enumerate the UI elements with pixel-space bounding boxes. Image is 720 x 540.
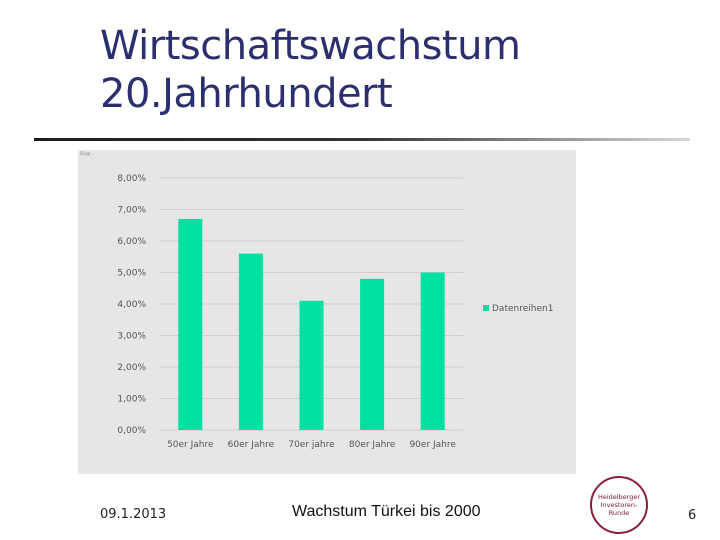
chart-tag: Diagr... bbox=[80, 151, 95, 156]
y-tick-label: 0,00% bbox=[117, 426, 146, 436]
y-tick-label: 7,00% bbox=[117, 206, 146, 216]
logo-text-line-2: Investoren- bbox=[600, 501, 638, 509]
bar-chart-panel: Diagr... 0,00% 1,00% 2,00% 3,00% 4,00% 5,00% 6… bbox=[78, 150, 576, 474]
bar-chart: 0,00% 1,00% 2,00% 3,00% 4,00% 5,00% 6,00% 7,00%… bbox=[117, 174, 553, 450]
y-tick-label: 4,00% bbox=[117, 300, 146, 310]
legend-label: Datenreihen1 bbox=[492, 304, 553, 314]
y-tick-label: 3,00% bbox=[117, 332, 146, 342]
title-line-2: 20.Jahrhundert bbox=[100, 71, 393, 117]
title-line-1: Wirtschaftswachstum bbox=[100, 23, 521, 69]
bar bbox=[420, 272, 445, 430]
bar bbox=[360, 278, 385, 430]
y-tick-label: 1,00% bbox=[117, 395, 146, 405]
logo-text-line-3: Runde bbox=[608, 509, 630, 517]
y-tick-label: 8,00% bbox=[117, 174, 146, 184]
page-number: 6 bbox=[688, 508, 697, 523]
logo-text-line-1: Heidelberger bbox=[597, 493, 641, 501]
y-tick-label: 5,00% bbox=[117, 269, 146, 279]
bar bbox=[178, 218, 203, 430]
bar bbox=[299, 300, 324, 430]
legend-swatch bbox=[483, 305, 489, 311]
x-tick-label: 50er Jahre bbox=[167, 440, 214, 450]
x-tick-label: 60er Jahre bbox=[228, 440, 275, 450]
x-tick-label: 90er Jahre bbox=[409, 440, 456, 450]
logo: Heidelberger Investoren- Runde bbox=[590, 476, 648, 534]
x-tick-label: 70er jahre bbox=[288, 440, 335, 450]
y-tick-label: 2,00% bbox=[117, 363, 146, 373]
footer-caption: Wachstum Türkei bis 2000 bbox=[292, 503, 481, 520]
footer-date: 09.1.2013 bbox=[100, 507, 167, 522]
slide-title: Wirtschaftswachstum 20.Jahrhundert bbox=[100, 22, 660, 118]
x-tick-label: 80er Jahre bbox=[349, 440, 396, 450]
bar bbox=[238, 253, 263, 430]
y-tick-label: 6,00% bbox=[117, 237, 146, 247]
title-divider bbox=[34, 138, 690, 141]
